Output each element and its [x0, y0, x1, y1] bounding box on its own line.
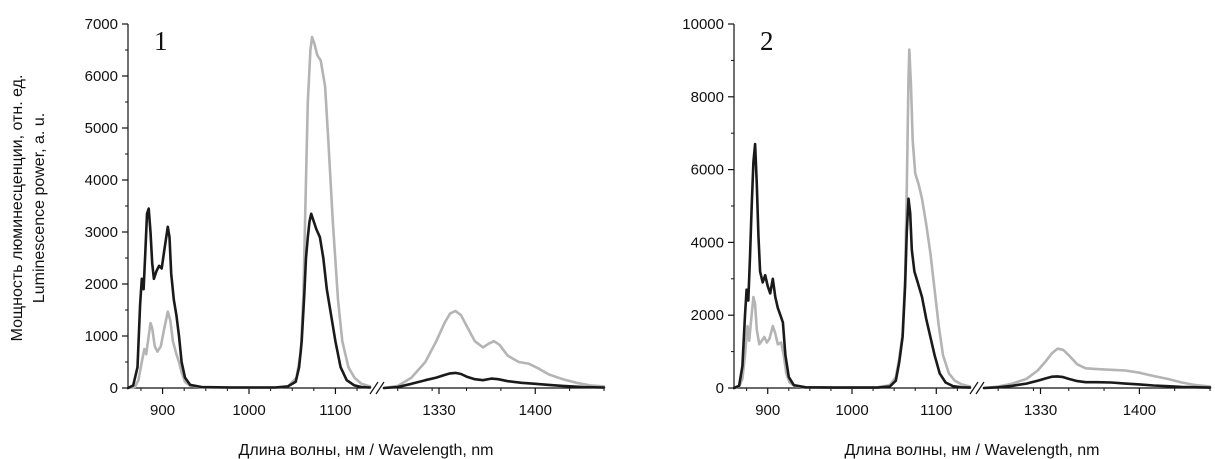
axis-break-mark — [975, 381, 985, 395]
series-1-line-segment-1 — [732, 48, 972, 390]
y-tick-label: 0 — [110, 380, 118, 397]
axis-break-mark — [369, 381, 379, 395]
x-tick-label: 1330 — [1024, 402, 1057, 419]
y-tick-label: 6000 — [691, 162, 724, 179]
series-2-line-segment-1 — [126, 207, 372, 390]
series-1-line-segment-2 — [982, 347, 1212, 390]
y-tick-label: 1000 — [85, 328, 118, 345]
y-tick-label: 8000 — [691, 89, 724, 106]
series-2-line-segment-2 — [982, 375, 1212, 390]
x-tick-label: 900 — [755, 402, 780, 419]
y-axis-title: Мощность люминесценции, отн. ед. Lumines… — [9, 75, 48, 342]
x-tick-label: 900 — [150, 402, 175, 419]
series-2-line-segment-1 — [732, 142, 972, 390]
chart-panel-2: 0 2000 4000 6000 8000 10000 900 1000 1100 1330 140… — [682, 16, 1212, 459]
y-tick-label: 6000 — [85, 68, 118, 85]
x-tick-label: 1100 — [319, 402, 351, 419]
x-tick-label: 1330 — [422, 402, 455, 419]
panel-label: 2 — [760, 26, 774, 56]
x-axis-title: Длина волны, нм / Wavelength, nm — [239, 442, 494, 459]
axis-break-mark — [375, 381, 385, 395]
x-tick-label: 1400 — [1123, 402, 1156, 419]
series-2-line-segment-2 — [382, 371, 606, 390]
y-tick-label: 7000 — [85, 16, 118, 33]
x-tick-label: 1400 — [519, 402, 552, 419]
y-tick-label: 0 — [716, 380, 724, 397]
x-tick-label: 1100 — [920, 402, 952, 419]
x-tick-label: 1000 — [835, 402, 868, 419]
x-tick-label: 1000 — [232, 402, 265, 419]
y-tick-label: 3000 — [85, 224, 118, 241]
y-tick-label: 2000 — [691, 307, 724, 324]
y-axis-title-line2: Luminescence power, a. u. — [31, 113, 48, 303]
series-1-line-segment-2 — [382, 309, 606, 390]
y-tick-label: 4000 — [691, 234, 724, 251]
chart-panel-1: 0 1000 2000 3000 4000 5000 6000 7000 900 1000 1100… — [85, 16, 606, 459]
axis-break-mark — [969, 381, 979, 395]
y-tick-label: 5000 — [85, 120, 118, 137]
y-tick-label: 4000 — [85, 172, 118, 189]
y-tick-label: 2000 — [85, 276, 118, 293]
y-tick-label: 10000 — [682, 16, 724, 33]
y-axis-title-line1: Мощность люминесценции, отн. ед. — [9, 75, 26, 342]
x-axis-title: Длина волны, нм / Wavelength, nm — [845, 442, 1100, 459]
panel-label: 1 — [154, 26, 168, 56]
